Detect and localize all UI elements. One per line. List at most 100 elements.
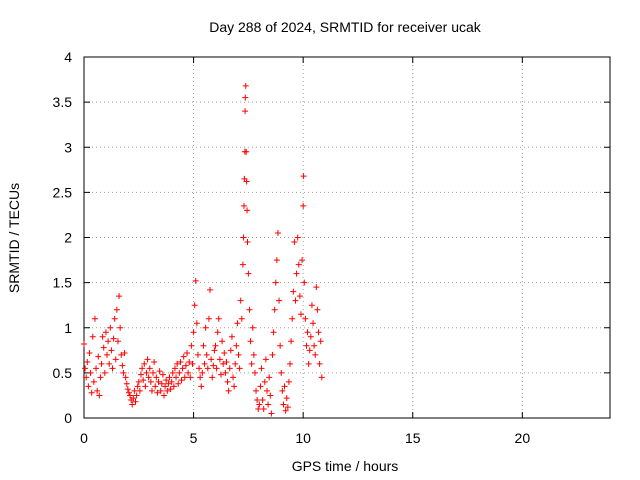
data-point (296, 293, 303, 300)
data-point (317, 338, 324, 345)
data-point (94, 387, 101, 394)
data-point (259, 396, 266, 403)
data-point (300, 202, 307, 209)
data-point (253, 387, 260, 394)
data-point (193, 320, 200, 327)
data-point (243, 178, 250, 185)
data-point (258, 365, 265, 372)
data-point (240, 234, 247, 241)
data-point (289, 315, 296, 322)
data-point (237, 297, 244, 304)
data-point (254, 396, 261, 403)
data-point (114, 338, 121, 345)
data-point (292, 297, 299, 304)
data-point (135, 378, 142, 385)
data-point (283, 395, 290, 402)
data-point (198, 383, 205, 390)
chart-title: Day 288 of 2024, SRMTID for receiver uca… (209, 19, 482, 35)
data-point (86, 350, 93, 357)
data-point (238, 315, 245, 322)
data-point (160, 392, 167, 399)
data-point (255, 405, 262, 412)
data-point (215, 315, 222, 322)
data-point (315, 329, 322, 336)
data-point (202, 324, 209, 331)
data-point (260, 405, 267, 412)
data-point (176, 369, 183, 376)
data-point (269, 351, 276, 358)
data-point (111, 315, 118, 322)
data-point (194, 351, 201, 358)
data-point (294, 234, 301, 241)
data-point (226, 365, 233, 372)
data-point (213, 365, 220, 372)
data-point (99, 333, 106, 340)
data-point (81, 340, 87, 347)
data-point (151, 359, 158, 366)
data-point (191, 302, 198, 309)
data-point (156, 368, 163, 375)
data-point (196, 365, 203, 372)
data-point (147, 378, 154, 385)
data-point (291, 239, 298, 246)
data-point (152, 383, 159, 390)
data-point (187, 374, 194, 381)
data-point (155, 378, 162, 385)
data-point (284, 404, 291, 411)
data-point (306, 347, 313, 354)
data-point (116, 293, 123, 300)
data-point (204, 365, 211, 372)
data-point (129, 401, 136, 408)
data-point (301, 279, 308, 286)
data-point (211, 347, 218, 354)
data-point (182, 362, 189, 369)
data-point (166, 374, 173, 381)
data-point (89, 333, 96, 340)
data-point (125, 389, 132, 396)
data-point (109, 365, 116, 372)
data-point (90, 378, 97, 385)
data-point (293, 270, 300, 277)
data-point (209, 374, 216, 381)
data-point (285, 378, 292, 385)
data-point (281, 383, 288, 390)
data-point (212, 342, 219, 349)
data-point (95, 353, 102, 360)
data-point (228, 333, 235, 340)
data-point (268, 410, 275, 417)
y-tick-label: 4 (64, 49, 72, 65)
data-point (121, 350, 128, 357)
data-point (282, 407, 289, 414)
data-point (235, 351, 242, 358)
data-point (167, 386, 174, 393)
x-axis-label: GPS time / hours (292, 458, 399, 474)
data-point (247, 338, 254, 345)
data-point (312, 351, 319, 358)
data-point (165, 380, 172, 387)
data-point (271, 306, 278, 313)
data-point (243, 148, 250, 155)
data-point (246, 306, 253, 313)
data-point (205, 315, 212, 322)
data-point (159, 371, 166, 378)
data-point (314, 306, 321, 313)
data-point (219, 338, 226, 345)
data-point (225, 387, 232, 394)
data-point (136, 387, 143, 394)
data-point (216, 356, 223, 363)
data-point (85, 383, 92, 390)
data-point (96, 392, 103, 399)
data-point (233, 342, 240, 349)
data-point (179, 365, 186, 372)
data-point (236, 365, 243, 372)
x-tick-label: 5 (190, 430, 198, 446)
y-tick-label: 3.5 (53, 94, 73, 110)
data-point (276, 297, 283, 304)
data-point (208, 356, 215, 363)
data-point (175, 380, 182, 387)
data-point (295, 261, 302, 268)
data-point (197, 374, 204, 381)
data-point (163, 377, 170, 384)
